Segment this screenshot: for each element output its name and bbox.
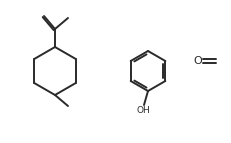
Text: OH: OH [136, 106, 149, 115]
Text: O: O [193, 56, 201, 66]
